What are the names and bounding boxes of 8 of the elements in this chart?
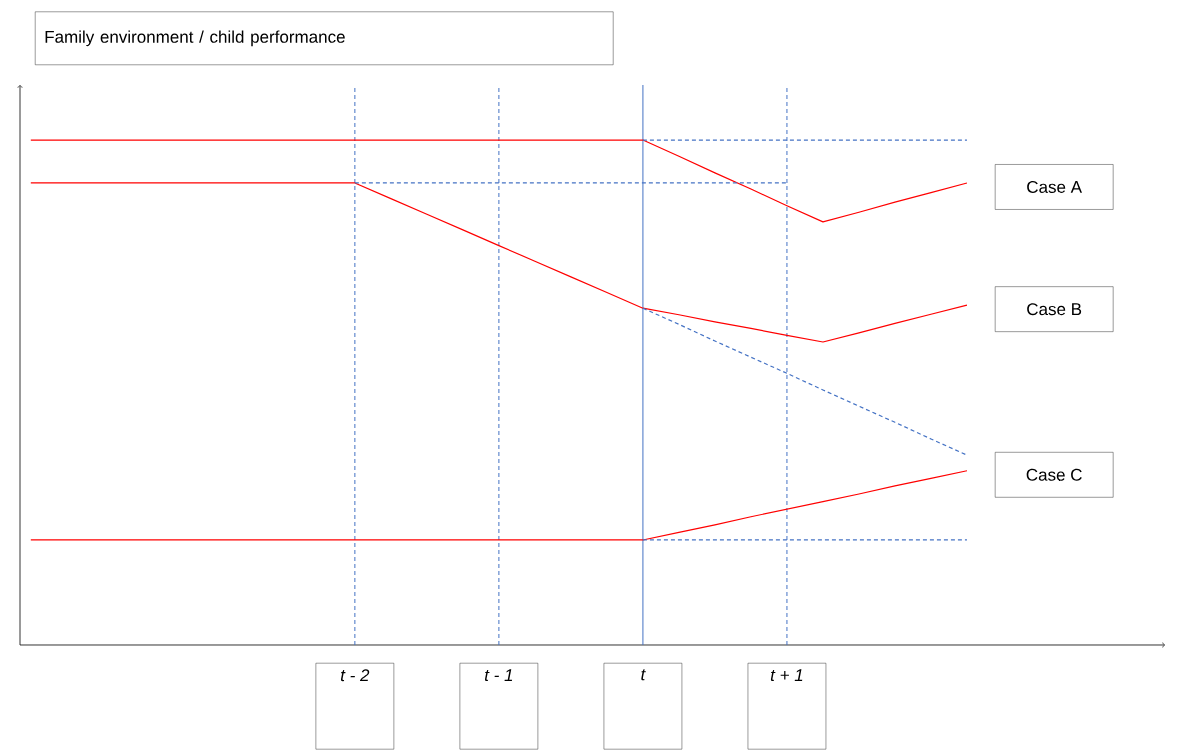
x-tick-label: t - 2 [340, 669, 370, 682]
text: Case B [1027, 303, 1082, 316]
x-tick-label: t + 1 [770, 669, 803, 682]
text: Case A [1027, 180, 1082, 193]
x-tick-label: t [641, 669, 646, 681]
x-tick-label: t - 1 [485, 669, 513, 682]
text: Case C [1026, 468, 1082, 481]
text: Family environment / child performance [45, 30, 345, 47]
